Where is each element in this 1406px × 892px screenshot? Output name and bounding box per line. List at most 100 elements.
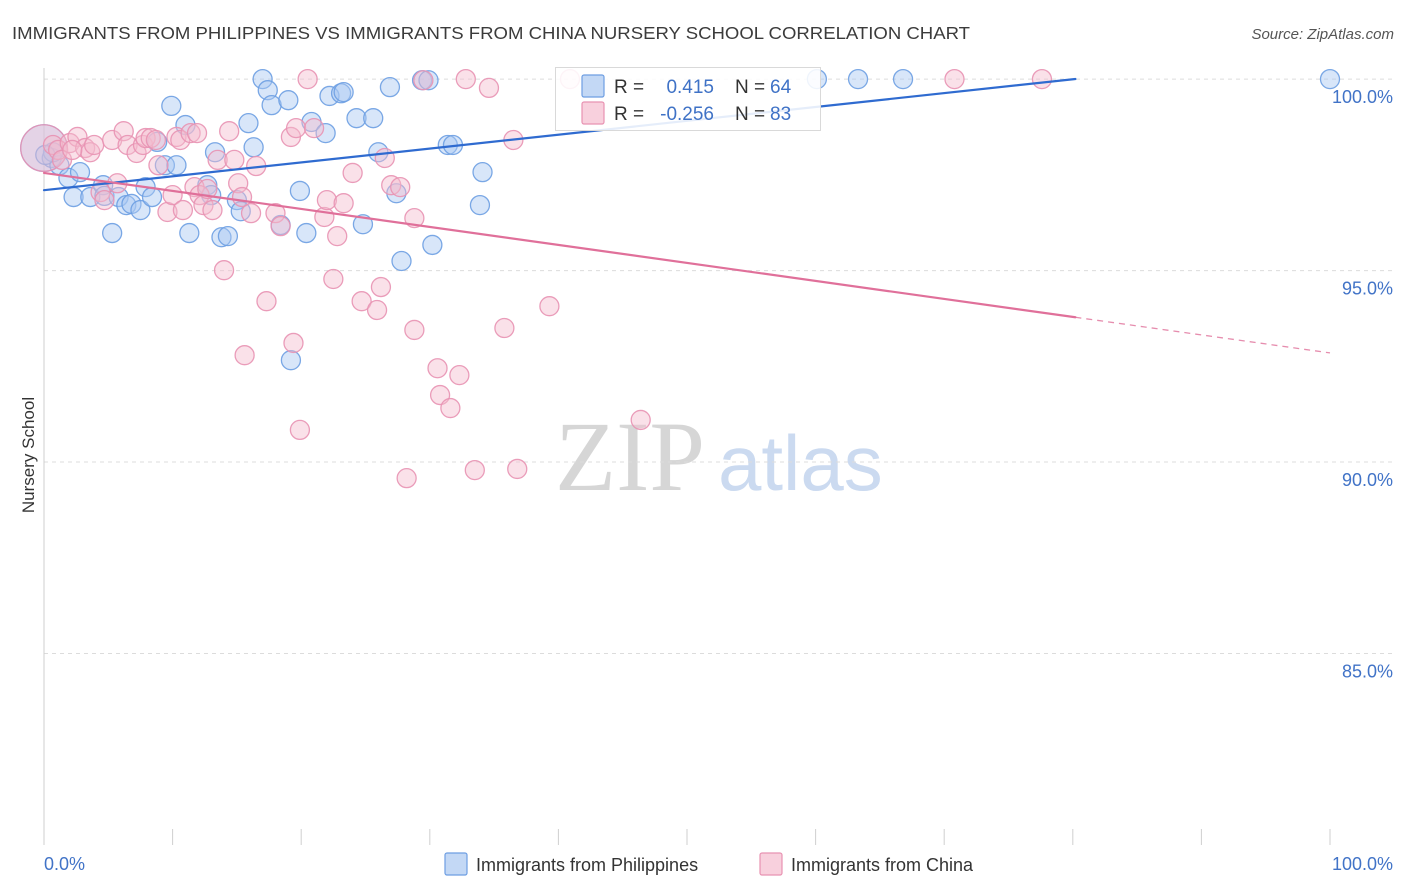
philippines-point bbox=[166, 155, 187, 176]
source-label: Source: ZipAtlas.com bbox=[1251, 26, 1394, 43]
philippines-point bbox=[261, 95, 282, 116]
china-point bbox=[285, 117, 307, 139]
china-point bbox=[67, 126, 88, 148]
philippines-point bbox=[296, 222, 317, 244]
philippines-point bbox=[102, 222, 123, 244]
philippines-point bbox=[278, 90, 299, 111]
china-points bbox=[20, 68, 1053, 489]
china-point bbox=[265, 202, 286, 224]
china-swatch bbox=[581, 101, 605, 125]
china-point bbox=[202, 199, 223, 221]
legend-item-china: Immigrants from China bbox=[759, 852, 974, 876]
china-point bbox=[366, 299, 388, 321]
philippines-swatch bbox=[581, 74, 605, 98]
china-point bbox=[396, 467, 417, 489]
china-point bbox=[390, 176, 411, 198]
r-value: -0.256 bbox=[660, 104, 714, 125]
china-point bbox=[289, 419, 311, 441]
r-label: R = bbox=[614, 104, 644, 125]
philippines-point bbox=[1319, 68, 1341, 90]
china-point bbox=[148, 155, 169, 176]
legend-swatch-philippines bbox=[444, 852, 468, 876]
china-point bbox=[374, 147, 395, 169]
watermark-atlas: atlas bbox=[718, 419, 883, 507]
china-point bbox=[1031, 68, 1053, 90]
philippines-point bbox=[217, 225, 239, 247]
n-label: N = bbox=[735, 104, 765, 125]
y-axis-title: Nursery School bbox=[19, 397, 38, 513]
china-trend-line bbox=[42, 171, 1077, 319]
philippines-point bbox=[289, 180, 311, 202]
china-point bbox=[427, 358, 448, 379]
philippines-point bbox=[333, 81, 354, 103]
philippines-point bbox=[346, 108, 367, 129]
china-point bbox=[135, 127, 156, 149]
philippines-point bbox=[280, 350, 302, 371]
philippines-point bbox=[422, 234, 443, 256]
philippines-point bbox=[892, 68, 914, 90]
philippines-point bbox=[257, 80, 278, 101]
chart-title: IMMIGRANTS FROM PHILIPPINES VS IMMIGRANT… bbox=[12, 23, 970, 43]
china-point bbox=[297, 68, 318, 90]
x-tick-label-min: 0.0% bbox=[44, 854, 85, 874]
x-tick-label-max: 100.0% bbox=[1332, 854, 1393, 874]
philippines-point bbox=[243, 137, 264, 158]
philippines-point bbox=[161, 95, 182, 117]
y-tick-label: 90.0% bbox=[1342, 470, 1393, 490]
stats-row-china: R = -0.256 N = 83 bbox=[581, 101, 791, 125]
china-point bbox=[630, 409, 651, 431]
china-point bbox=[351, 291, 372, 312]
watermark-zip: ZIP bbox=[555, 401, 705, 512]
china-point bbox=[404, 207, 425, 229]
grid-and-axes: 100.0% 95.0% 90.0% 85.0% bbox=[43, 68, 1394, 845]
china-point bbox=[316, 189, 338, 211]
legend-item-philippines: Immigrants from Philippines bbox=[444, 852, 698, 876]
china-point bbox=[84, 134, 105, 156]
n-value: 83 bbox=[770, 104, 791, 125]
philippines-point bbox=[154, 155, 176, 176]
trend-lines bbox=[42, 77, 1331, 354]
china-point bbox=[440, 397, 461, 419]
n-label: N = bbox=[735, 77, 765, 98]
philippines-trend-line bbox=[42, 77, 1077, 192]
philippines-point bbox=[238, 112, 259, 134]
china-point bbox=[207, 149, 228, 171]
legend-swatch-china bbox=[759, 852, 783, 876]
philippines-point bbox=[352, 214, 374, 235]
philippines-point bbox=[179, 222, 200, 244]
china-point bbox=[370, 276, 392, 298]
philippines-point bbox=[141, 186, 163, 208]
china-point bbox=[494, 317, 515, 339]
china-point bbox=[323, 268, 344, 290]
watermark: ZIP atlas bbox=[555, 401, 883, 512]
china-point bbox=[455, 68, 476, 90]
china-point bbox=[449, 364, 470, 386]
china-point bbox=[224, 149, 245, 171]
legend-label-china: Immigrants from China bbox=[791, 855, 974, 875]
china-point bbox=[219, 121, 240, 142]
y-tick-label: 85.0% bbox=[1342, 662, 1393, 682]
n-value: 64 bbox=[770, 77, 792, 98]
china-point bbox=[333, 193, 354, 214]
legend-label-philippines: Immigrants from Philippines bbox=[476, 855, 698, 875]
r-value: 0.415 bbox=[666, 77, 714, 98]
china-point bbox=[944, 68, 965, 90]
china-point bbox=[186, 122, 208, 144]
y-tick-label: 95.0% bbox=[1342, 279, 1393, 299]
r-label: R = bbox=[614, 77, 644, 98]
china-point bbox=[404, 319, 425, 341]
philippines-point bbox=[252, 68, 273, 90]
china-point bbox=[303, 117, 325, 139]
philippines-point bbox=[379, 77, 401, 98]
china-point bbox=[145, 129, 167, 151]
china-point bbox=[240, 202, 262, 224]
china-point bbox=[539, 296, 560, 317]
china-point bbox=[478, 77, 500, 99]
stats-row-philippines: R = 0.415 N = 64 bbox=[581, 74, 792, 98]
series-legend: Immigrants from Philippines Immigrants f… bbox=[444, 852, 974, 876]
stats-legend: R = 0.415 N = 64 R = -0.256 N = 83 bbox=[555, 67, 821, 131]
china-point bbox=[172, 199, 194, 221]
philippines-point bbox=[130, 199, 151, 221]
china-point bbox=[213, 260, 235, 281]
